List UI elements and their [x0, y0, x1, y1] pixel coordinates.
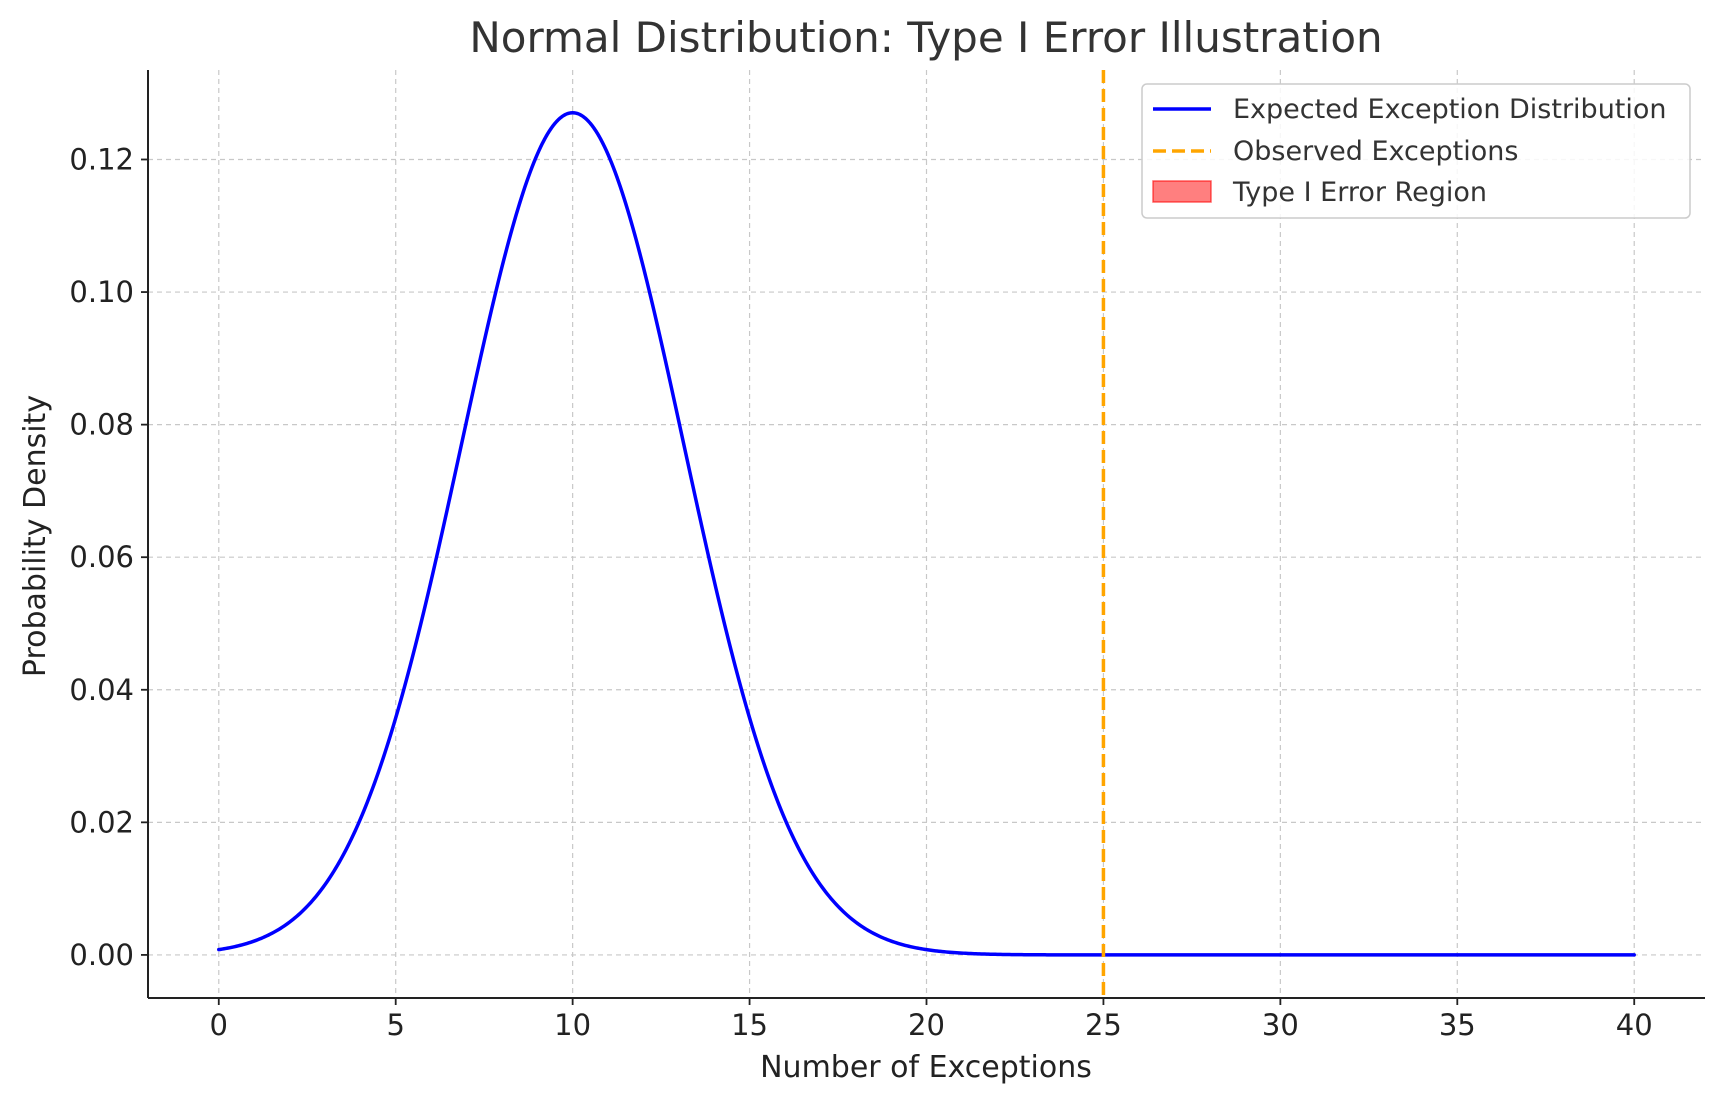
y-axis-label: Probability Density [18, 395, 53, 677]
y-tick-label: 0.00 [69, 938, 134, 972]
y-tick-label: 0.12 [69, 142, 134, 176]
y-tick-label: 0.10 [69, 275, 134, 309]
x-tick-label: 15 [731, 1008, 768, 1042]
legend-label-type1-region: Type I Error Region [1232, 177, 1487, 208]
x-axis-label: Number of Exceptions [760, 1050, 1092, 1085]
x-tick-label: 35 [1439, 1008, 1476, 1042]
y-tick-label: 0.08 [69, 408, 134, 442]
x-tick-label: 30 [1262, 1008, 1299, 1042]
y-tick-label: 0.06 [69, 540, 134, 574]
legend-label-observed: Observed Exceptions [1233, 136, 1518, 167]
x-tick-label: 5 [386, 1008, 404, 1042]
y-tick-label: 0.02 [69, 805, 134, 839]
legend-swatch-type1-region [1153, 181, 1211, 202]
y-tick-label: 0.04 [69, 673, 134, 707]
legend-label-expected: Expected Exception Distribution [1233, 94, 1667, 125]
legend: Expected Exception Distribution Observed… [1142, 84, 1690, 218]
x-tick-label: 40 [1616, 1008, 1653, 1042]
x-tick-label: 10 [554, 1008, 591, 1042]
x-tick-label: 25 [1085, 1008, 1122, 1042]
x-tick-label: 0 [210, 1008, 228, 1042]
x-tick-label: 20 [908, 1008, 945, 1042]
chart-title: Normal Distribution: Type I Error Illust… [469, 13, 1382, 62]
